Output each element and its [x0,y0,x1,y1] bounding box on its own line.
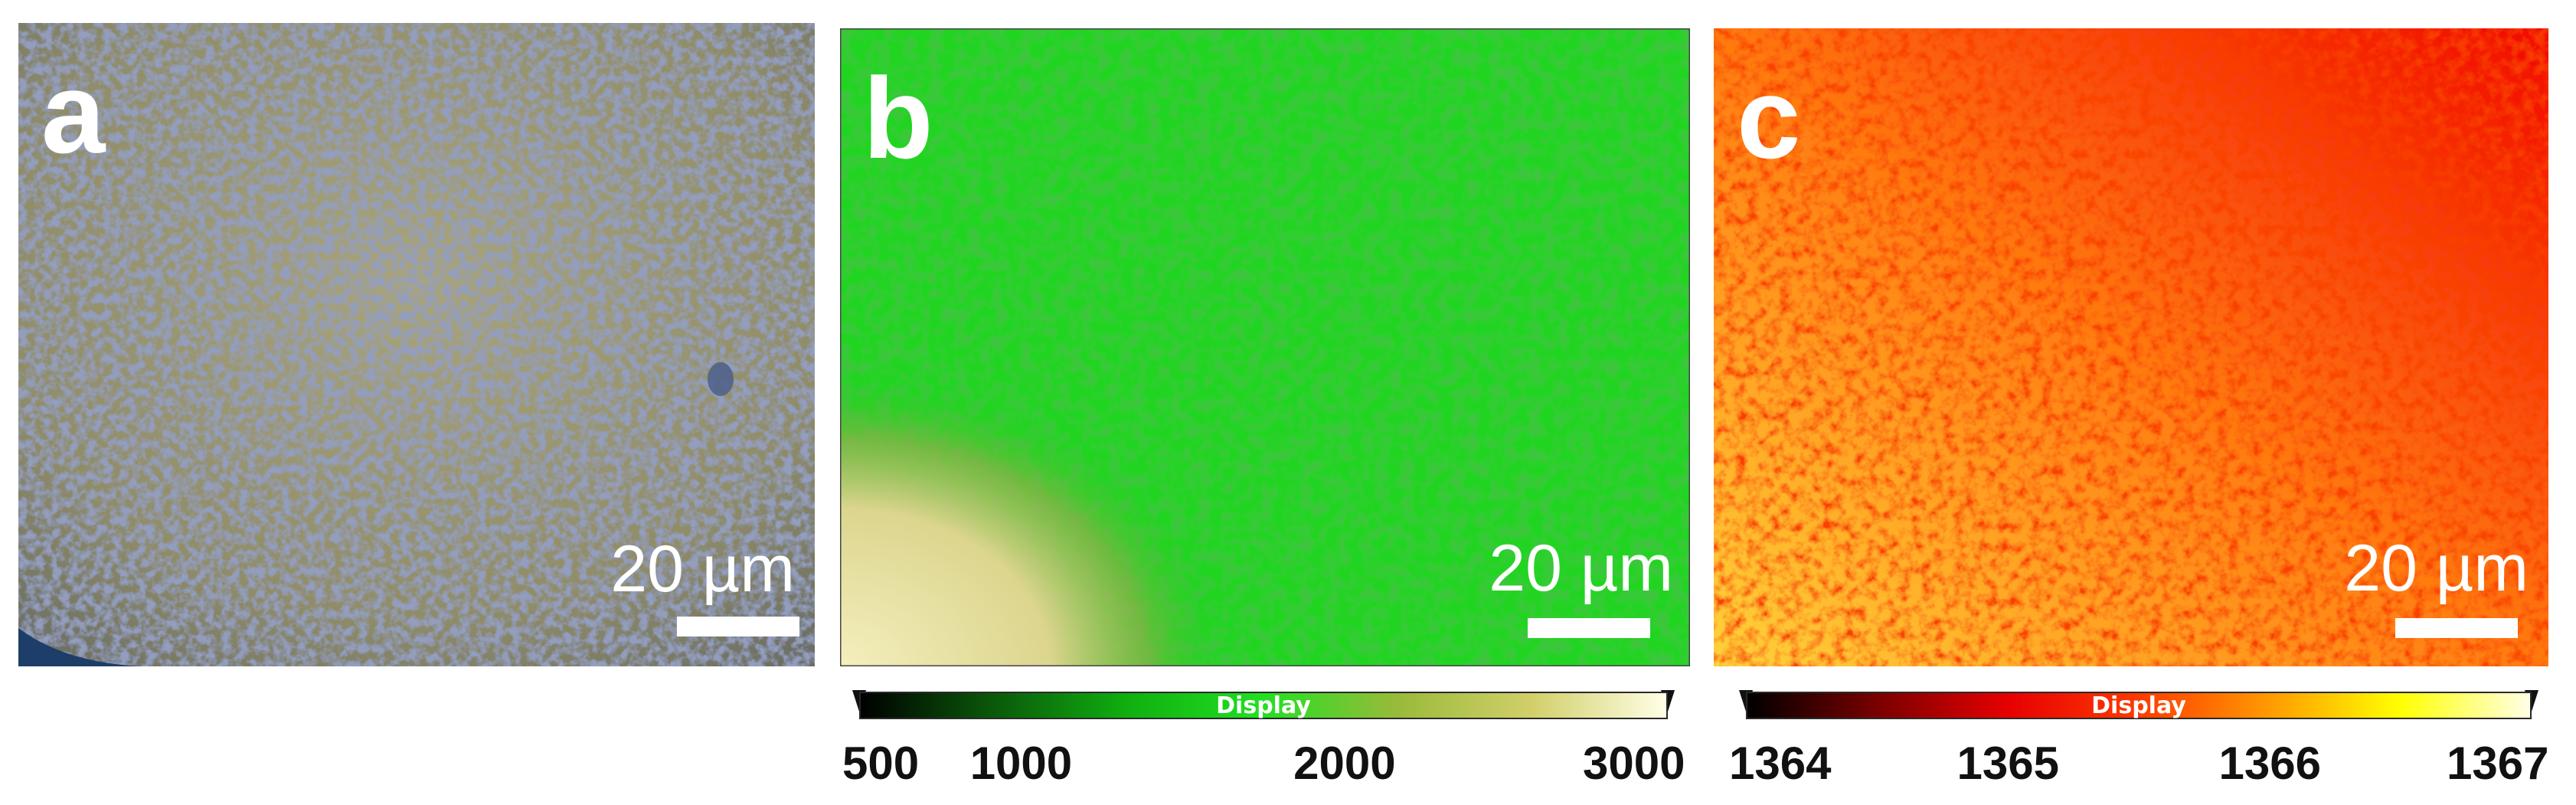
colorbar-tick-label: 1000 [969,738,1073,789]
colorbar-tick-label: 1366 [2218,738,2321,789]
colorbar-tick-label: 1364 [1729,738,1832,789]
panel-a-optical-image: a 20 µm [18,23,815,666]
colorbar-tick-label: 3000 [1583,738,1685,789]
scale-bar-b [1528,618,1650,638]
colorbar-gradient: Display [1746,692,2532,719]
colorbar-c: Display 1364 1365 1366 1367 [1729,686,2548,800]
colorbar-caption: Display [2091,692,2186,719]
colorbar-caption: Display [1216,692,1311,719]
panel-letter-a: a [41,48,106,177]
panel-c-peak-map: c 20 µm [1714,28,2548,666]
panel-b-intensity-map: b 20 µm [840,28,1690,666]
colorbar-tick-label: 2000 [1293,738,1396,789]
scale-bar-c [2395,618,2518,638]
panel-letter-b: b [863,54,933,182]
scale-bar-label-c: 20 µm [2344,532,2529,605]
scale-bar-a [677,617,799,636]
colorbar-tick-label: 1367 [2447,738,2549,789]
peak-position-map-image [1714,28,2548,666]
colorbar-tick-label: 1365 [1957,738,2059,789]
colorbar-gradient: Display [859,692,1668,719]
colorbar-b: Display 500 1000 2000 3000 [842,686,1685,800]
panel-letter-c: c [1737,54,1801,182]
optical-micrograph-image [18,23,815,666]
colorbar-tick-label: 500 [842,738,920,789]
intensity-map-image [840,28,1690,666]
scale-bar-label-a: 20 µm [610,532,795,606]
scale-bar-label-b: 20 µm [1489,532,1673,605]
